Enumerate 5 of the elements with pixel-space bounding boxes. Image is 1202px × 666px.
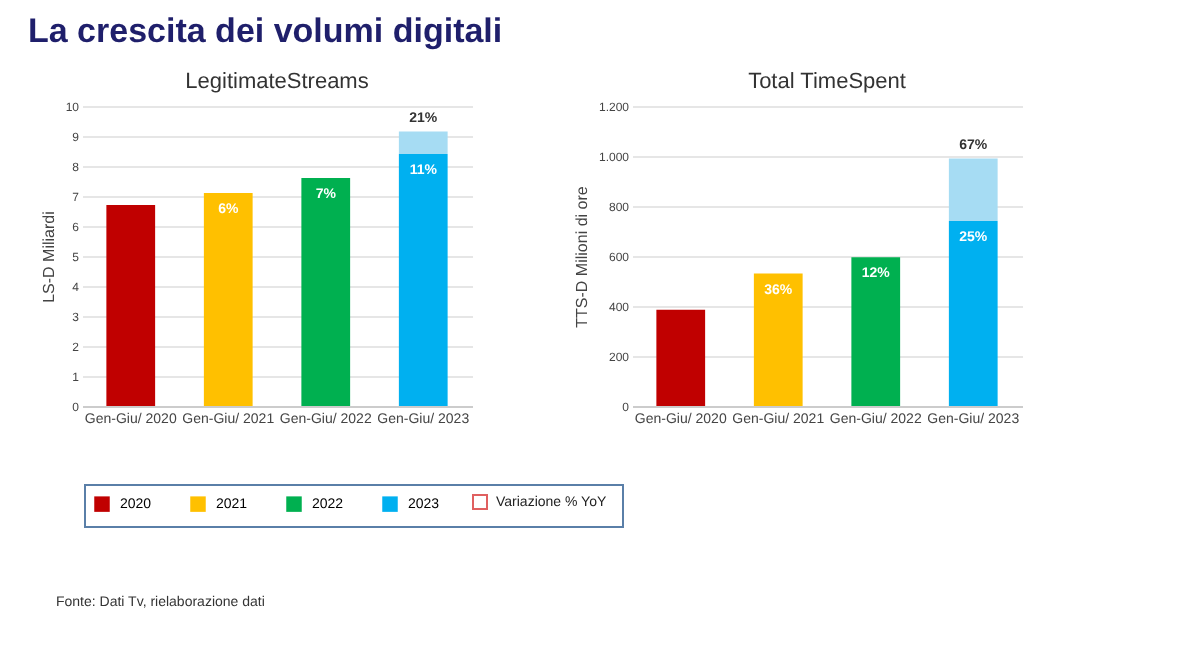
chart-title: Total TimeSpent (748, 70, 906, 94)
chart-title: LegitimateStreams (185, 70, 370, 94)
text: La crescita dei volumi digitali (28, 12, 503, 52)
y-axis-title: TTS-D Milioni di ore (572, 185, 591, 328)
y-axis-title: LS-D Miliardi (39, 210, 58, 303)
